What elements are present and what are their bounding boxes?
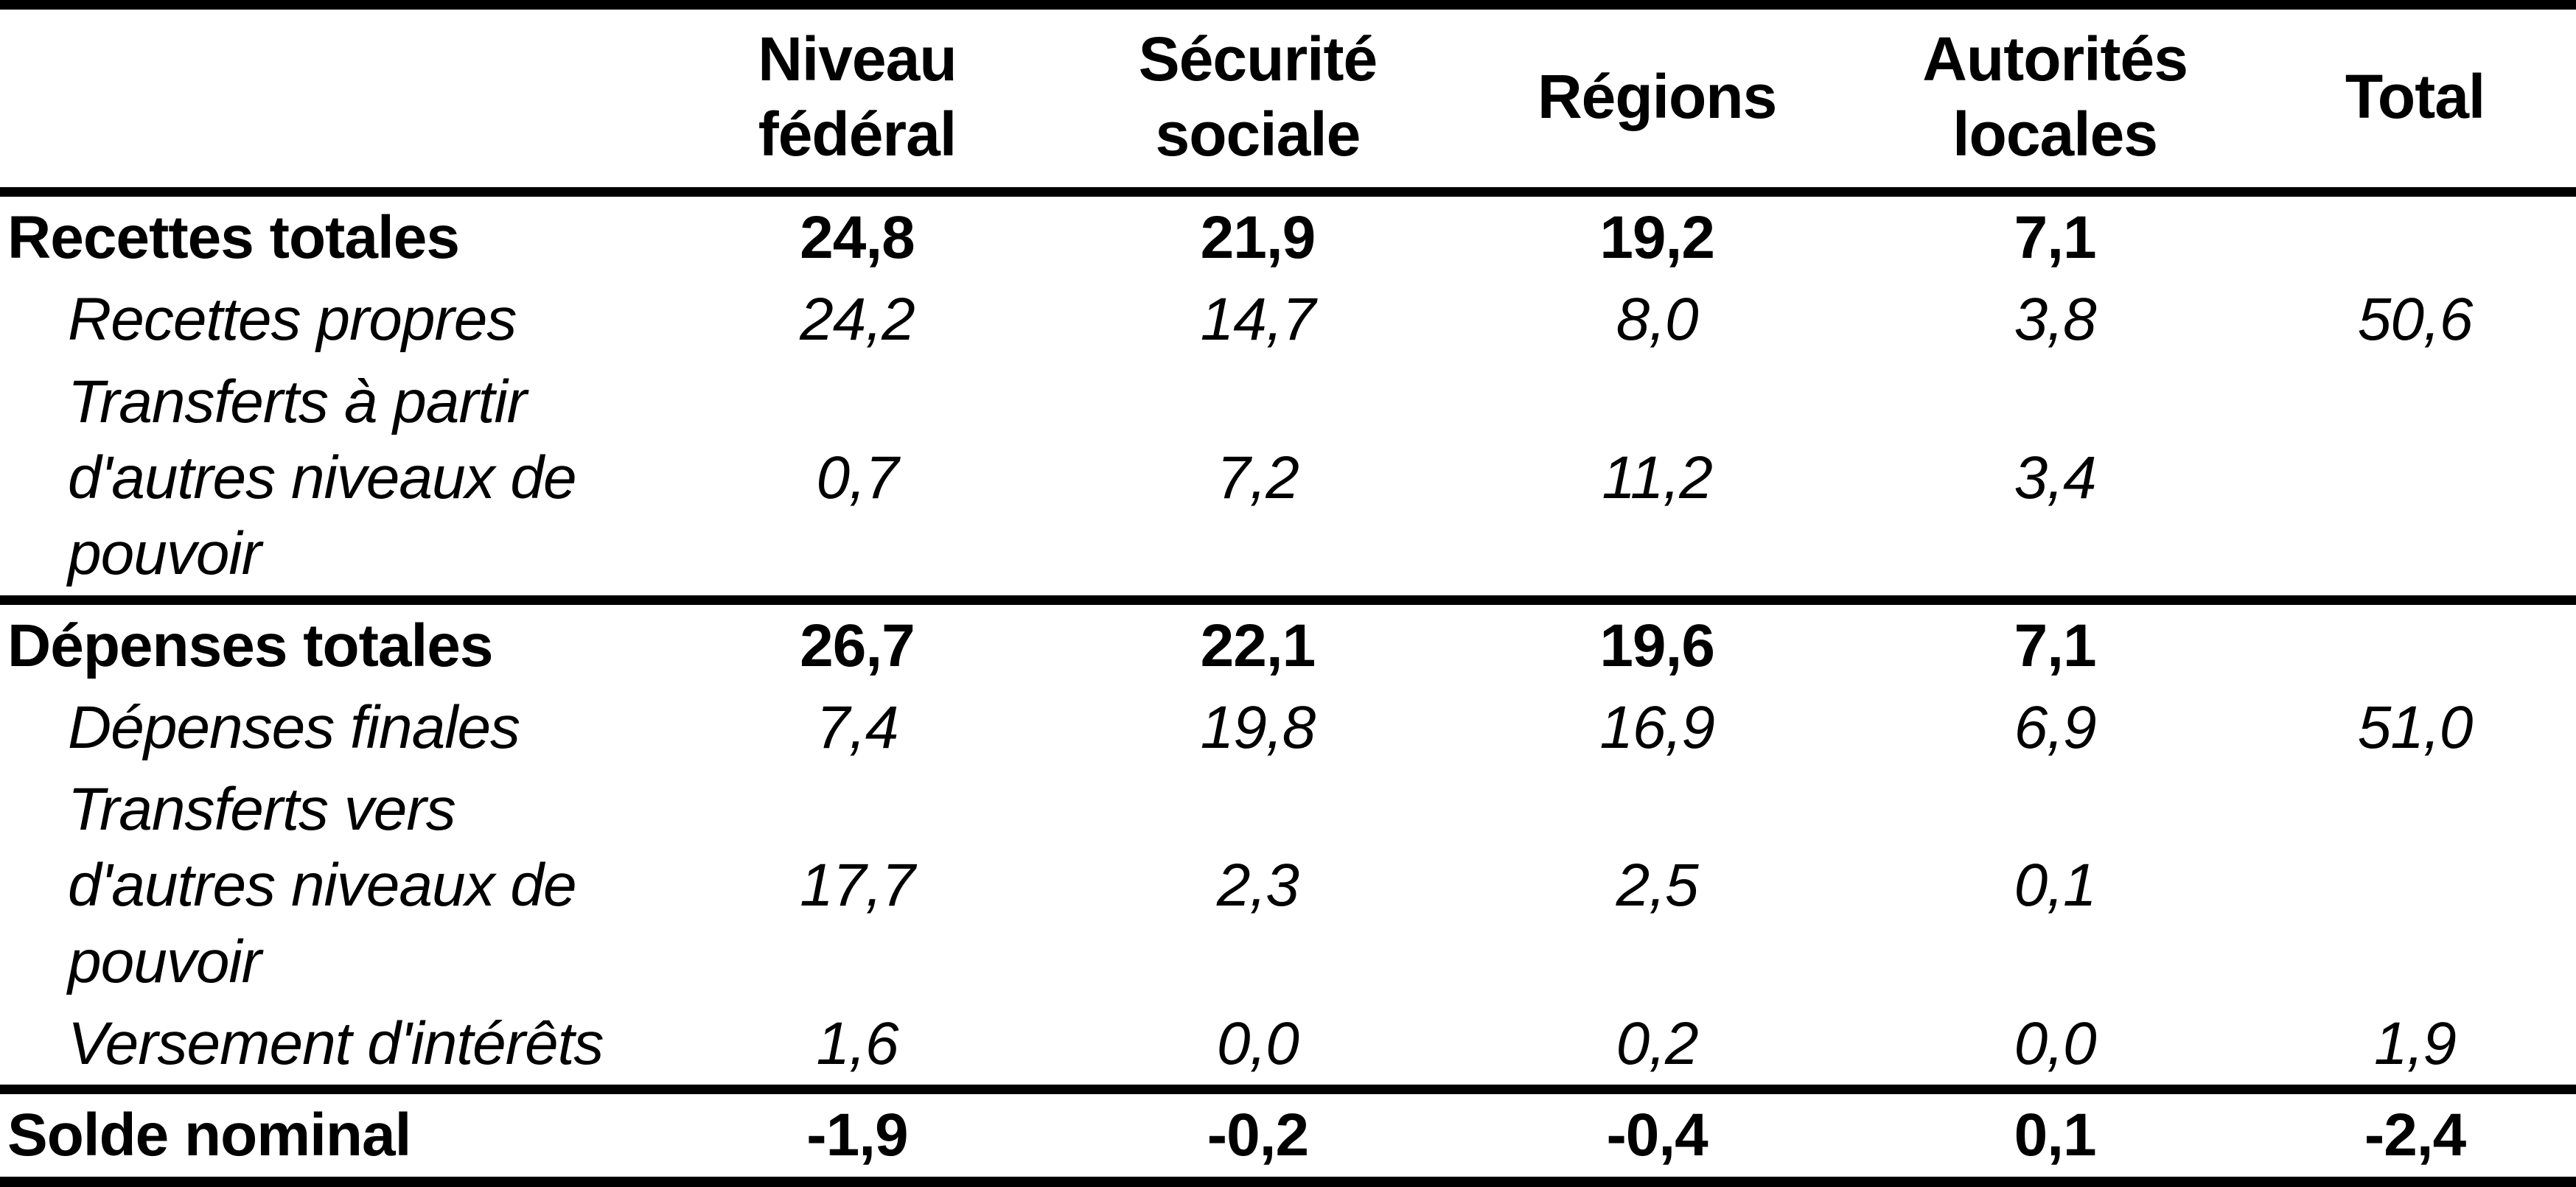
cell-value: 0,0 (2014, 1010, 2097, 1078)
cell-value: 7,2 (1216, 444, 1299, 511)
row-label: Dépenses finales (68, 693, 520, 761)
cell-value: 26,7 (657, 595, 1058, 687)
row-label: Transferts vers d'autres niveaux de pouv… (68, 776, 577, 995)
cell-value: -1,9 (657, 1085, 1058, 1182)
cell-value: 2,3 (1216, 852, 1299, 920)
cell-value: 2,5 (1616, 852, 1699, 920)
cell-value: 22,1 (1057, 595, 1459, 687)
cell-value: 19,8 (1200, 693, 1316, 761)
cell-value: 7,4 (816, 693, 898, 761)
cell-value: 51,0 (2357, 693, 2474, 761)
table-row-depenses-totales: Dépenses totales 26,7 22,1 19,6 7,1 (0, 595, 2576, 687)
table-row-recettes-propres: Recettes propres 24,2 14,7 8,0 3,8 50,6 (0, 279, 2576, 360)
cell-value (2254, 595, 2576, 687)
col-header-empty (0, 4, 657, 197)
cell-value: 8,0 (1616, 286, 1699, 354)
cell-value: -2,4 (2254, 1085, 2576, 1182)
cell-value: 0,1 (2014, 852, 2097, 920)
table-row-transferts-a-partir: Transferts à partir d'autres niveaux de … (0, 361, 2576, 600)
col-header-regions: Régions (1458, 4, 1857, 197)
cell-value: 0,7 (816, 444, 898, 511)
col-header-total: Total (2254, 4, 2576, 197)
cell-value: 19,2 (1599, 203, 1715, 271)
col-header-autorites-locales: Autorités locales (1856, 4, 2255, 197)
cell-value: 3,4 (2014, 444, 2097, 511)
cell-value: 0,0 (1216, 1010, 1299, 1078)
col-header-niveau-federal: Niveau fédéral (657, 4, 1058, 197)
cell-value: 11,2 (1602, 444, 1713, 511)
table-row-versement-interets: Versement d'intérêts 1,6 0,0 0,2 0,0 1,9 (0, 1003, 2576, 1090)
table-row-recettes-totales: Recettes totales 24,8 21,9 19,2 7,1 (0, 192, 2576, 279)
cell-value: 50,6 (2357, 286, 2474, 354)
row-label: Recettes totales (7, 203, 460, 271)
cell-value (2254, 768, 2576, 1003)
cell-value (2254, 361, 2576, 600)
cell-value: 0,1 (1856, 1085, 2255, 1182)
cell-value: 7,1 (1856, 595, 2255, 687)
cell-value: 0,2 (1616, 1010, 1699, 1078)
cell-value: -0,4 (1458, 1085, 1857, 1182)
cell-value: 7,1 (2014, 203, 2097, 271)
cell-value: 14,7 (1200, 286, 1316, 354)
cell-value: 24,2 (800, 286, 915, 354)
col-header-securite-sociale: Sécurité sociale (1057, 4, 1459, 197)
row-label: Dépenses totales (0, 595, 657, 687)
cell-value: 1,9 (2374, 1010, 2457, 1078)
header-row: Niveau fédéral Sécurité sociale Régions … (0, 4, 2576, 197)
table-row-transferts-vers: Transferts vers d'autres niveaux de pouv… (0, 768, 2576, 1003)
cell-value: 1,6 (816, 1010, 898, 1078)
row-label: Transferts à partir d'autres niveaux de … (68, 368, 577, 588)
table-row-solde-nominal: Solde nominal -1,9 -0,2 -0,4 0,1 -2,4 (0, 1085, 2576, 1182)
cell-value (2254, 192, 2576, 279)
cell-value: 21,9 (1200, 203, 1316, 271)
cell-value: 16,9 (1599, 693, 1715, 761)
cell-value: 6,9 (2014, 693, 2097, 761)
cell-value: 19,6 (1458, 595, 1857, 687)
table-row-depenses-finales: Dépenses finales 7,4 19,8 16,9 6,9 51,0 (0, 687, 2576, 768)
cell-value: 3,8 (2014, 286, 2097, 354)
row-label: Recettes propres (68, 286, 517, 354)
cell-value: -0,2 (1057, 1085, 1459, 1182)
cell-value: 17,7 (800, 852, 915, 920)
row-label: Solde nominal (0, 1085, 657, 1182)
cell-value: 24,8 (800, 203, 915, 271)
row-label: Versement d'intérêts (68, 1010, 604, 1078)
